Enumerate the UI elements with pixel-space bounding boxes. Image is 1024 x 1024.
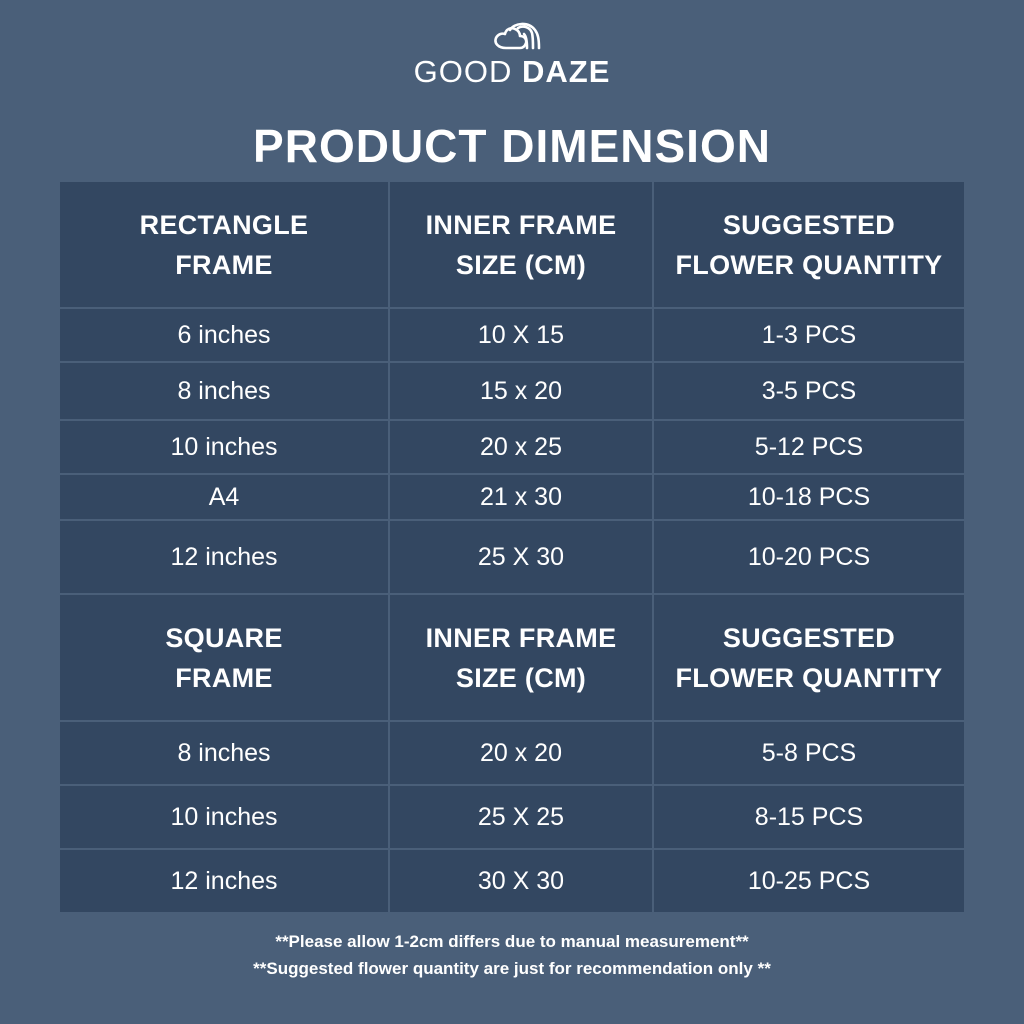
- square-row-3-flower-qty: 10-25 PCS: [654, 850, 964, 912]
- square-row-3-frame: 12 inches: [60, 850, 388, 912]
- rectangle-row-4-frame: A4: [60, 475, 388, 519]
- square-row-1-frame: 8 inches: [60, 722, 388, 784]
- rectangle-row-5-frame: 12 inches: [60, 521, 388, 593]
- rectangle-header-inner-size: INNER FRAME SIZE (CM): [390, 182, 652, 307]
- rectangle-row-5-inner-size: 25 X 30: [390, 521, 652, 593]
- page-title: PRODUCT DIMENSION: [253, 120, 771, 172]
- square-row-1-inner-size: 20 x 20: [390, 722, 652, 784]
- brand-name: GOOD DAZE: [0, 54, 1024, 90]
- square-header-flower-qty: SUGGESTED FLOWER QUANTITY: [654, 595, 964, 720]
- rectangle-header-frame: RECTANGLE FRAME: [60, 182, 388, 307]
- rectangle-row-3-flower-qty: 5-12 PCS: [654, 421, 964, 473]
- rectangle-header-flower-qty: SUGGESTED FLOWER QUANTITY: [654, 182, 964, 307]
- note-measurement: **Please allow 1-2cm differs due to manu…: [275, 932, 749, 951]
- rectangle-row-3-frame: 10 inches: [60, 421, 388, 473]
- square-header-inner-size: INNER FRAME SIZE (CM): [390, 595, 652, 720]
- rectangle-row-1-frame: 6 inches: [60, 309, 388, 361]
- notes: **Please allow 1-2cm differs due to manu…: [0, 928, 1024, 982]
- rectangle-row-2-frame: 8 inches: [60, 363, 388, 419]
- rectangle-row-4-inner-size: 21 x 30: [390, 475, 652, 519]
- rectangle-row-5-flower-qty: 10-20 PCS: [654, 521, 964, 593]
- cloud-rainbow-icon: [494, 22, 541, 50]
- rectangle-row-4-flower-qty: 10-18 PCS: [654, 475, 964, 519]
- brand-logo: GOOD DAZE: [0, 18, 1024, 90]
- note-recommendation: **Suggested flower quantity are just for…: [253, 959, 771, 978]
- square-row-2-inner-size: 25 X 25: [390, 786, 652, 848]
- rectangle-row-3-inner-size: 20 x 25: [390, 421, 652, 473]
- rectangle-row-2-flower-qty: 3-5 PCS: [654, 363, 964, 419]
- square-header-frame: SQUARE FRAME: [60, 595, 388, 720]
- brand-name-bold: DAZE: [521, 54, 611, 89]
- rectangle-row-1-flower-qty: 1-3 PCS: [654, 309, 964, 361]
- square-row-3-inner-size: 30 X 30: [390, 850, 652, 912]
- square-row-1-flower-qty: 5-8 PCS: [654, 722, 964, 784]
- dimension-table: RECTANGLE FRAME INNER FRAME SIZE (CM) SUGG…: [60, 182, 964, 912]
- square-row-2-frame: 10 inches: [60, 786, 388, 848]
- rectangle-row-1-inner-size: 10 X 15: [390, 309, 652, 361]
- rectangle-row-2-inner-size: 15 x 20: [390, 363, 652, 419]
- square-row-2-flower-qty: 8-15 PCS: [654, 786, 964, 848]
- brand-name-regular: GOOD: [413, 54, 513, 89]
